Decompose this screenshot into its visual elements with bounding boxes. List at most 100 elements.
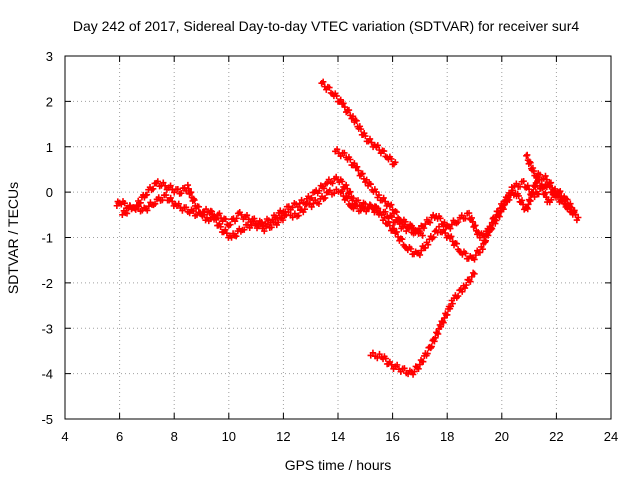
data-point [182, 204, 190, 211]
data-point [482, 237, 490, 245]
data-point [526, 158, 533, 165]
data-point [381, 214, 388, 221]
data-point [301, 206, 309, 213]
plot-frame [64, 55, 612, 420]
data-point [422, 244, 429, 252]
data-point [195, 203, 202, 211]
data-point [567, 200, 574, 207]
data-point [398, 235, 406, 243]
x-tick-label: 12 [276, 429, 290, 444]
y-tick-label: 1 [46, 140, 53, 155]
y-axis-label: SDTVAR / TECUs [5, 182, 21, 294]
data-point [551, 185, 559, 193]
data-point [341, 149, 348, 157]
series-trace-a [113, 173, 582, 241]
data-point [402, 218, 409, 225]
data-point [373, 203, 380, 210]
data-point [369, 349, 377, 356]
data-point [155, 194, 162, 201]
data-point [479, 246, 486, 253]
data-point [500, 202, 507, 209]
data-point [440, 226, 447, 233]
data-point [453, 240, 460, 247]
data-point [308, 194, 315, 202]
y-tick-label: 0 [46, 185, 53, 200]
data-point [382, 355, 389, 362]
data-point [344, 195, 351, 202]
data-point [359, 170, 366, 177]
data-point [167, 182, 174, 189]
data-point [448, 233, 455, 240]
data-point [437, 215, 444, 222]
data-point [407, 245, 415, 253]
data-point [380, 147, 388, 155]
data-point [355, 167, 362, 174]
data-point [419, 232, 426, 239]
y-tick-label: -5 [41, 412, 53, 427]
data-point [326, 84, 333, 91]
data-point [347, 188, 354, 195]
data-point [178, 190, 185, 197]
x-tick-label: 22 [549, 429, 563, 444]
data-point [326, 187, 334, 194]
data-point [428, 343, 435, 350]
data-point [337, 96, 344, 104]
data-point [386, 222, 394, 229]
series-trace-c [318, 78, 399, 168]
data-point [184, 181, 192, 189]
data-point [424, 241, 432, 248]
y-tick-label: -1 [41, 231, 53, 246]
data-point [426, 219, 434, 226]
y-tick-label: -4 [41, 367, 53, 382]
data-point [191, 196, 198, 204]
data-point [167, 194, 174, 202]
data-point [424, 350, 431, 357]
data-point [520, 178, 527, 185]
data-point [572, 211, 579, 219]
data-point [495, 209, 503, 217]
data-point [393, 208, 400, 216]
series-trace-f [523, 151, 579, 219]
data-point [434, 330, 442, 338]
data-point [385, 218, 392, 226]
data-point [441, 219, 448, 226]
data-point [275, 219, 282, 226]
data-point [542, 172, 549, 180]
data-point [471, 256, 478, 263]
series-trace-e [367, 269, 478, 378]
y-tick-label: 3 [46, 49, 53, 64]
data-point [174, 185, 182, 193]
data-point [415, 365, 422, 372]
data-point [216, 210, 223, 217]
data-point [238, 211, 245, 219]
data-point [143, 191, 151, 198]
data-point [349, 113, 357, 120]
data-point [243, 211, 251, 219]
data-point [465, 209, 473, 217]
data-point [289, 214, 296, 221]
x-tick-label: 24 [604, 429, 618, 444]
data-point [338, 178, 346, 185]
data-point [492, 213, 499, 221]
data-point [353, 117, 360, 125]
data-point [285, 208, 292, 216]
data-point [351, 160, 358, 167]
data-point [388, 213, 396, 221]
data-point [353, 163, 361, 171]
data-point [350, 205, 357, 212]
data-point [121, 199, 128, 207]
data-point [323, 179, 331, 187]
data-point [469, 218, 476, 226]
data-point [375, 191, 383, 199]
data-point [319, 78, 327, 86]
data-point [374, 142, 381, 149]
data-point [431, 338, 438, 345]
data-point [506, 196, 513, 204]
data-point [392, 159, 399, 166]
data-point [357, 125, 365, 133]
data-point [347, 156, 354, 163]
data-point [137, 199, 144, 207]
data-point [459, 288, 466, 295]
data-point [513, 180, 520, 187]
